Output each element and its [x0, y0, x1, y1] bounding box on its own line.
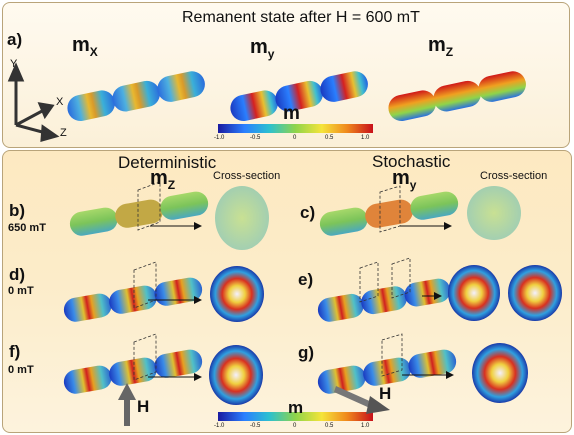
component-det-mz: mZ [150, 167, 176, 192]
colorbar-tick-top-3: 0.5 [325, 135, 334, 141]
component-sto-my: my [392, 167, 417, 192]
axis-label-z: Z [60, 127, 67, 139]
heading-deterministic: Deterministic [118, 153, 217, 172]
colorbar-tick-bottom-2: 0 [293, 423, 297, 429]
nanowire-my [230, 71, 368, 122]
coordinate-axes [7, 62, 60, 143]
cross-section-label-sto: Cross-section [480, 170, 548, 182]
cross-section-f [209, 345, 263, 405]
colorbar-top [218, 124, 373, 133]
figure-title: Remanent state after H = 600 mT [182, 9, 420, 26]
colorbar-tick-top-4: 1.0 [361, 135, 370, 141]
cross-section-e-2 [508, 265, 562, 321]
field-arrow-up [118, 383, 136, 426]
field-label-left: H [137, 397, 150, 416]
nanowire-b [69, 191, 209, 236]
slice-plane-g [381, 333, 403, 377]
colorbar-title-top: m [283, 103, 300, 124]
nanowire-c [319, 191, 459, 236]
colorbar-tick-bottom-4: 1.0 [361, 423, 370, 429]
panel-label-e: e) [298, 270, 314, 289]
slice-plane-e-2 [391, 257, 411, 299]
component-mx: mX [72, 34, 98, 59]
field-arrow-diagonal [334, 386, 390, 414]
nanowire-mz [388, 71, 526, 122]
nanowire-mx [67, 71, 205, 122]
nanowire-f [63, 349, 203, 394]
slice-plane-f [133, 333, 157, 381]
slice-plane-b [137, 181, 161, 231]
cross-section-c [467, 186, 521, 240]
panel-label-b: b) [9, 201, 26, 220]
colorbar-tick-top-0: -1.0 [214, 135, 225, 141]
panel-label-a: a) [7, 30, 23, 49]
nanowire-e [317, 278, 451, 322]
cross-section-label-det: Cross-section [213, 170, 281, 182]
panel-label-f: f) [9, 342, 21, 361]
colorbar-bottom [218, 412, 373, 421]
component-mz: mZ [428, 34, 454, 59]
colorbar-tick-bottom-0: -1.0 [214, 423, 225, 429]
axis-label-y: Y [10, 58, 18, 70]
panel-label-g: g) [298, 343, 315, 362]
heading-stochastic: Stochastic [372, 152, 451, 171]
axis-label-x: X [56, 96, 64, 108]
component-my: my [250, 36, 275, 61]
panel-label-c: c) [300, 203, 316, 222]
colorbar-tick-bottom-3: 0.5 [325, 423, 334, 429]
nanowire-d [63, 277, 203, 322]
slice-plane-e-1 [359, 261, 379, 303]
nanowire-g [317, 349, 457, 394]
cross-section-e-1 [448, 265, 500, 321]
cross-section-b [215, 186, 269, 250]
field-label-right: H [379, 384, 392, 403]
colorbar-tick-bottom-1: -0.5 [250, 423, 261, 429]
field-value-b: 650 mT [8, 222, 46, 234]
panel-a-background [2, 2, 570, 148]
field-value-d: 0 mT [8, 285, 34, 297]
panel-label-d: d) [9, 265, 26, 284]
field-value-f: 0 mT [8, 364, 34, 376]
cross-section-g [472, 343, 528, 403]
colorbar-title-bottom: m [288, 398, 304, 417]
colorbar-tick-top-2: 0 [293, 135, 297, 141]
cross-section-d [210, 266, 264, 322]
colorbar-tick-top-1: -0.5 [250, 135, 261, 141]
